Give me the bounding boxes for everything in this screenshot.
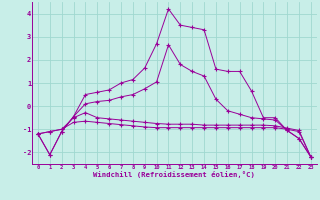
X-axis label: Windchill (Refroidissement éolien,°C): Windchill (Refroidissement éolien,°C)	[93, 171, 255, 178]
